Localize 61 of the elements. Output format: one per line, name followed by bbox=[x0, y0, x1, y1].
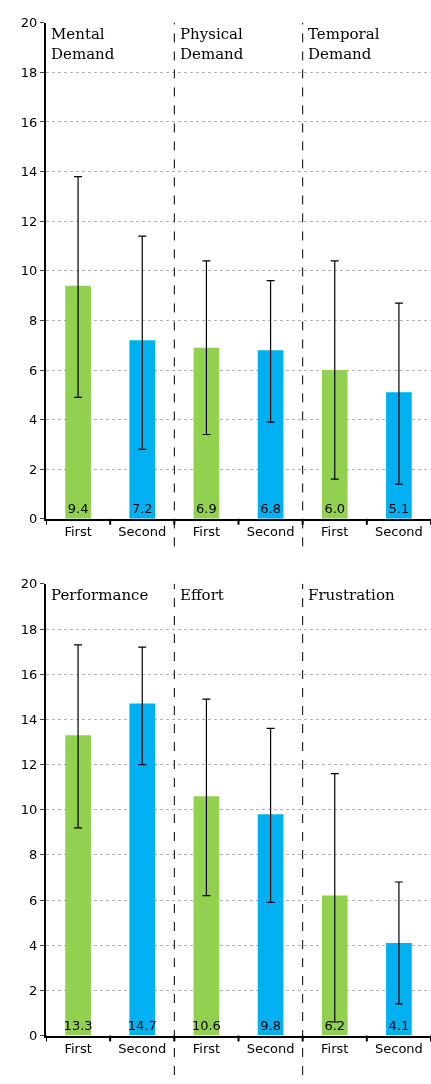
y-tick-label: 16 bbox=[20, 114, 38, 130]
bar bbox=[257, 350, 284, 519]
annotation: Physical Demand bbox=[180, 25, 244, 63]
y-tick-label: 18 bbox=[20, 621, 38, 637]
annotation: Temporal Demand bbox=[308, 25, 380, 63]
x-tick-label: First bbox=[321, 524, 349, 540]
y-tick-label: 4 bbox=[29, 937, 38, 953]
y-tick-label: 2 bbox=[29, 982, 38, 998]
annotation: Performance bbox=[51, 586, 149, 604]
bar bbox=[386, 942, 412, 1036]
bar bbox=[321, 895, 348, 1036]
x-tick-label: Second bbox=[118, 524, 167, 540]
y-tick-label: 18 bbox=[20, 64, 38, 80]
x-tick-label: First bbox=[192, 1041, 221, 1057]
x-tick-label: Second bbox=[246, 524, 295, 540]
bar bbox=[129, 703, 156, 1036]
annotation: Mental Demand bbox=[51, 25, 115, 63]
x-tick-label: First bbox=[64, 524, 92, 540]
y-tick-label: 12 bbox=[20, 757, 38, 773]
bar bbox=[193, 796, 220, 1036]
bar bbox=[386, 392, 412, 519]
data-label: 5.1 bbox=[388, 500, 410, 516]
data-label: 6.0 bbox=[324, 500, 346, 516]
y-tick-label: 2 bbox=[29, 461, 38, 477]
x-tick-label: First bbox=[192, 524, 221, 540]
y-tick-label: 20 bbox=[20, 15, 38, 31]
data-label: 6.2 bbox=[324, 1017, 346, 1033]
y-tick-label: 0 bbox=[29, 1028, 38, 1044]
bar bbox=[193, 347, 220, 519]
bar bbox=[321, 370, 348, 519]
y-tick-label: 8 bbox=[29, 847, 38, 863]
data-label: 6.9 bbox=[196, 500, 217, 516]
x-tick-label: First bbox=[321, 1041, 349, 1057]
y-tick-label: 10 bbox=[20, 263, 38, 279]
data-label: 9.4 bbox=[67, 500, 89, 516]
y-tick-label: 10 bbox=[20, 802, 38, 818]
annotation: Frustration bbox=[308, 586, 395, 604]
y-tick-label: 6 bbox=[29, 892, 38, 908]
data-label: 6.8 bbox=[260, 500, 281, 516]
annotation: Effort bbox=[180, 586, 224, 604]
data-label: 9.8 bbox=[260, 1017, 281, 1033]
y-tick-label: 14 bbox=[20, 164, 38, 180]
y-tick-label: 4 bbox=[29, 412, 38, 428]
bar bbox=[65, 285, 91, 519]
y-tick-label: 8 bbox=[29, 312, 38, 328]
x-tick-label: Second bbox=[118, 1041, 167, 1057]
y-tick-label: 12 bbox=[20, 213, 38, 229]
x-tick-label: Second bbox=[375, 524, 423, 540]
y-tick-label: 14 bbox=[20, 711, 38, 727]
bar bbox=[257, 814, 284, 1036]
bar bbox=[65, 735, 91, 1036]
bar bbox=[129, 340, 156, 519]
x-tick-label: First bbox=[64, 1041, 92, 1057]
y-tick-label: 6 bbox=[29, 362, 38, 378]
y-tick-label: 16 bbox=[20, 666, 38, 682]
y-tick-label: 20 bbox=[20, 576, 38, 592]
y-tick-label: 0 bbox=[29, 511, 38, 527]
x-tick-label: Second bbox=[246, 1041, 295, 1057]
data-label: 4.1 bbox=[388, 1017, 410, 1033]
data-label: 7.2 bbox=[131, 500, 153, 516]
x-tick-label: Second bbox=[375, 1041, 423, 1057]
